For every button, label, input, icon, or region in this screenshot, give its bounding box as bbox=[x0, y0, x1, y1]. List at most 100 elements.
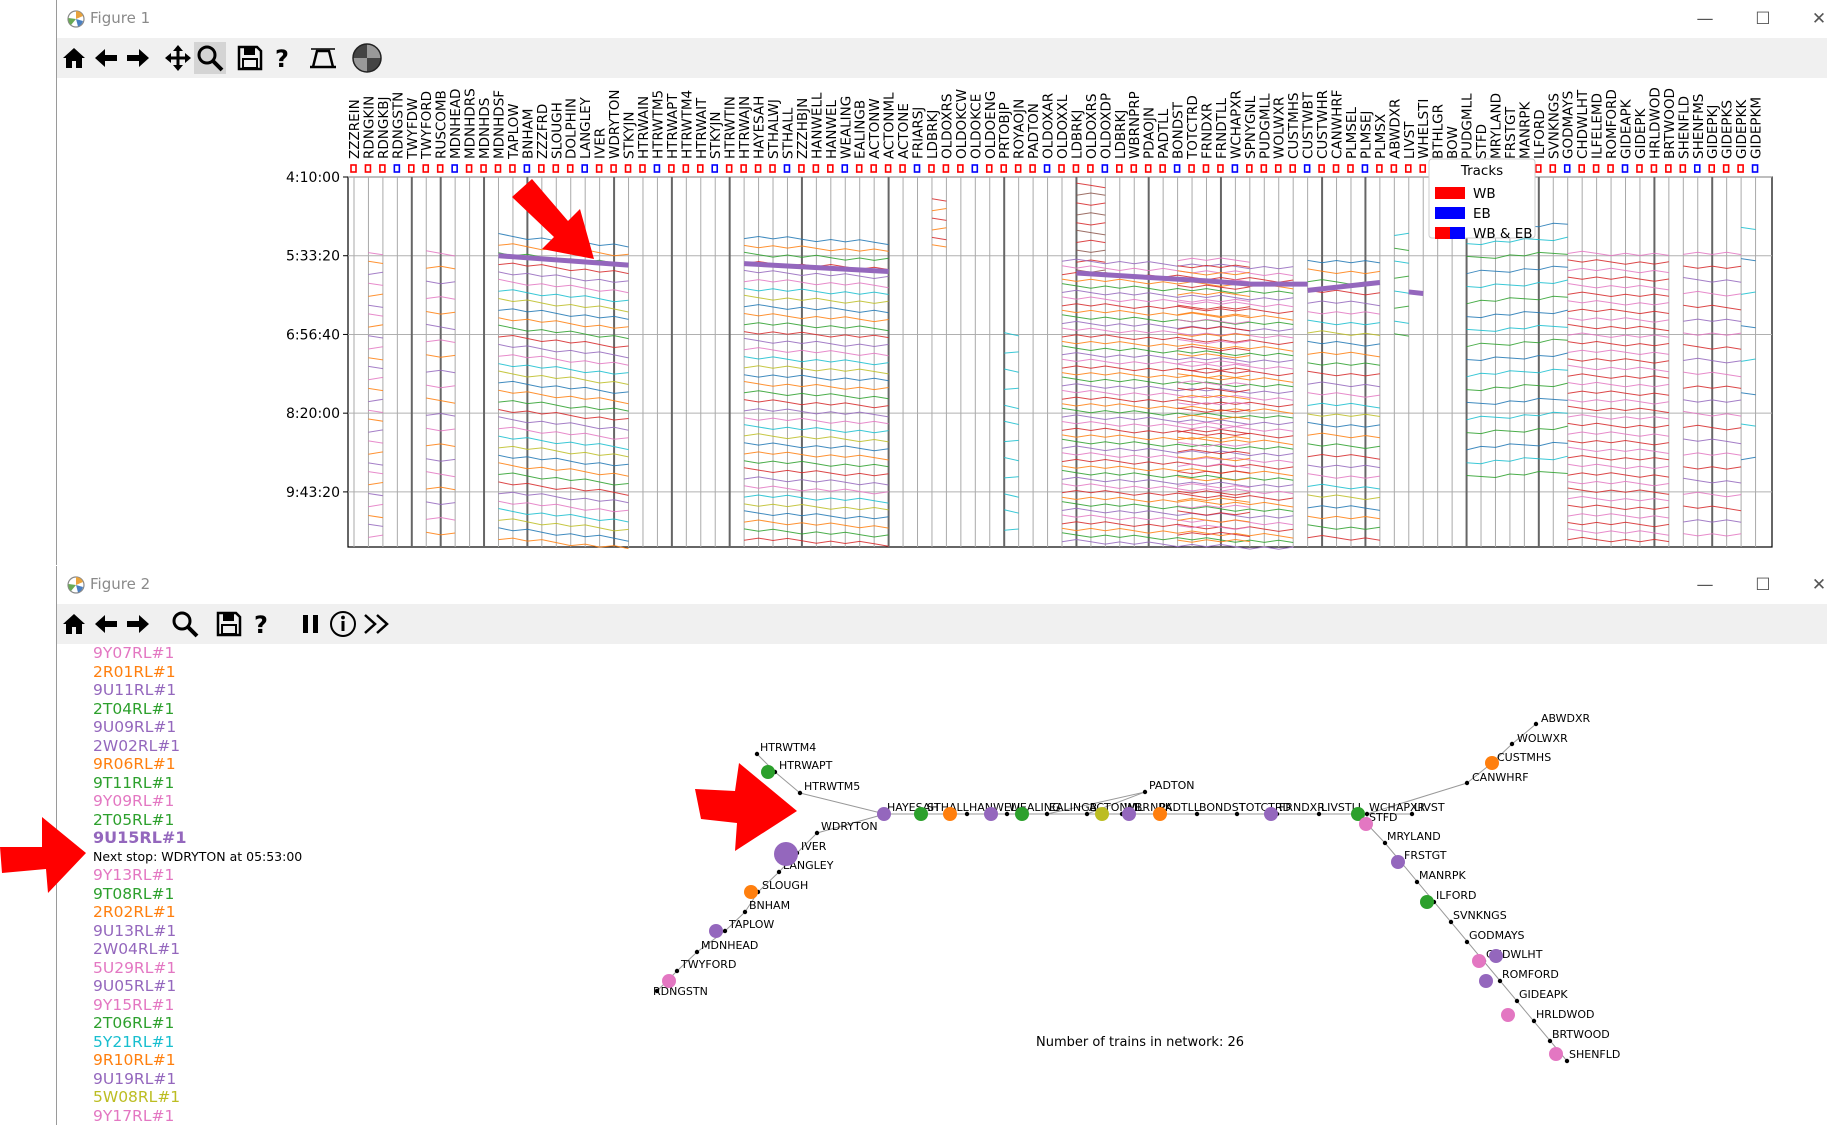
colormap-button[interactable] bbox=[351, 42, 383, 74]
train-list-item[interactable]: 2R02RL#1 bbox=[93, 903, 176, 921]
station-tick-label: OLDOXRS bbox=[1084, 93, 1100, 159]
train-marker[interactable] bbox=[1122, 807, 1136, 821]
fast-forward-button[interactable] bbox=[361, 608, 393, 640]
train-marker[interactable] bbox=[1015, 807, 1029, 821]
train-marker[interactable] bbox=[984, 807, 998, 821]
train-list-item[interactable]: 2T05RL#1 bbox=[93, 810, 175, 829]
home-button[interactable] bbox=[58, 42, 90, 74]
train-path bbox=[1177, 401, 1250, 406]
train-list-item[interactable]: 9R06RL#1 bbox=[93, 755, 176, 773]
back-button[interactable] bbox=[90, 42, 122, 74]
train-list-item[interactable]: 9U13RL#1 bbox=[93, 921, 177, 940]
train-list-item[interactable]: 9R10RL#1 bbox=[93, 1051, 176, 1069]
train-marker[interactable] bbox=[744, 885, 758, 899]
maximize-button[interactable]: ☐ bbox=[1739, 4, 1787, 34]
train-marker[interactable] bbox=[1420, 895, 1434, 909]
train-marker[interactable] bbox=[1479, 974, 1493, 988]
train-list-item[interactable]: 9U11RL#1 bbox=[93, 681, 177, 699]
train-list-item[interactable]: 9Y17RL#1 bbox=[93, 1106, 175, 1125]
train-list-item[interactable]: 9U09RL#1 bbox=[93, 718, 177, 736]
train-marker[interactable] bbox=[1264, 807, 1278, 821]
minimize-button[interactable]: — bbox=[1681, 4, 1729, 34]
train-list-item[interactable]: 9T08RL#1 bbox=[93, 884, 175, 903]
train-list-item[interactable]: 2W02RL#1 bbox=[93, 736, 181, 755]
train-path bbox=[426, 296, 456, 300]
network-map[interactable]: ABWDXR WOLWXR CUSTMHS CANWHRF HTRWTM4 HTRWAPT… bbox=[57, 644, 1827, 1125]
save-button[interactable] bbox=[213, 608, 245, 640]
train-marker[interactable] bbox=[1501, 1008, 1515, 1022]
train-list-item[interactable]: 5U29RL#1 bbox=[93, 958, 177, 977]
train-list-item[interactable]: 2W04RL#1 bbox=[93, 940, 181, 958]
train-marker[interactable] bbox=[1095, 807, 1109, 821]
train-marker[interactable] bbox=[1485, 756, 1499, 770]
zoom-button[interactable] bbox=[169, 608, 201, 640]
train-marker[interactable] bbox=[1391, 855, 1405, 869]
info-button[interactable] bbox=[327, 608, 359, 640]
forward-button[interactable] bbox=[122, 608, 154, 640]
train-path bbox=[1741, 358, 1756, 362]
train-path bbox=[1061, 396, 1294, 408]
train-marker[interactable] bbox=[709, 924, 723, 938]
train-path bbox=[1307, 432, 1380, 439]
station-tick-label: MDNHEAD bbox=[448, 89, 464, 159]
back-button[interactable] bbox=[90, 608, 122, 640]
train-marker[interactable] bbox=[662, 974, 676, 988]
save-button[interactable] bbox=[234, 42, 266, 74]
minimize-button[interactable]: — bbox=[1681, 570, 1729, 600]
zoom-button[interactable] bbox=[194, 42, 226, 74]
station-dot bbox=[1464, 780, 1470, 786]
train-path bbox=[498, 537, 629, 550]
train-list-item[interactable]: 9U19RL#1 bbox=[93, 1069, 177, 1088]
train-marker[interactable] bbox=[1549, 1047, 1563, 1061]
train-marker[interactable] bbox=[1359, 817, 1373, 831]
station-tick-label: WBRNPRP bbox=[1127, 91, 1143, 159]
home-button[interactable] bbox=[58, 608, 90, 640]
station-tick-label: GIDEAPK bbox=[1619, 98, 1635, 159]
train-path bbox=[1741, 258, 1756, 262]
train-path bbox=[1177, 367, 1250, 372]
train-marker[interactable] bbox=[1472, 954, 1486, 968]
station-dot bbox=[1509, 741, 1515, 747]
maximize-button[interactable]: ☐ bbox=[1739, 570, 1787, 600]
train-path bbox=[1076, 212, 1106, 216]
train-list-item[interactable]: 2R01RL#1 bbox=[93, 662, 176, 681]
train-marker[interactable] bbox=[914, 807, 928, 821]
help-button[interactable]: ? bbox=[266, 42, 298, 74]
train-path bbox=[931, 217, 947, 221]
figure1-titlebar[interactable]: Figure 1 — ☐ ✕ bbox=[57, 0, 1827, 38]
train-list-item[interactable]: 9Y13RL#1 bbox=[93, 866, 175, 884]
train-path bbox=[1177, 257, 1250, 263]
train-list-item[interactable]: 9Y15RL#1 bbox=[93, 995, 175, 1014]
timetable-chart[interactable]: ZZZREINRDNGKINRDNGKBJRDNGSTNTWYFDWTWYFOR… bbox=[57, 78, 1827, 565]
train-path bbox=[1683, 277, 1742, 283]
train-marker[interactable] bbox=[943, 807, 957, 821]
train-list-item[interactable]: 2T04RL#1 bbox=[93, 699, 175, 718]
subplots-button[interactable] bbox=[307, 42, 339, 74]
close-button[interactable]: ✕ bbox=[1795, 4, 1827, 34]
station-tick-label: HTRWAIN bbox=[636, 96, 652, 159]
help-button[interactable]: ? bbox=[245, 608, 277, 640]
forward-button[interactable] bbox=[122, 42, 154, 74]
train-list-item[interactable]: 5Y21RL#1 bbox=[93, 1032, 175, 1051]
legend-swatch-both bbox=[1435, 227, 1450, 239]
train-marker[interactable] bbox=[1351, 807, 1365, 821]
train-list-item[interactable]: 9Y09RL#1 bbox=[93, 792, 175, 810]
train-marker[interactable] bbox=[1153, 807, 1167, 821]
train-list-item[interactable]: 9U05RL#1 bbox=[93, 977, 177, 995]
station-tick-label: EALINGB bbox=[853, 100, 869, 159]
train-list-item[interactable]: 9U15RL#1 bbox=[93, 828, 187, 847]
train-path bbox=[744, 347, 889, 357]
train-marker[interactable] bbox=[1489, 949, 1503, 963]
train-marker[interactable] bbox=[774, 842, 798, 866]
train-list-item[interactable]: 9Y07RL#1 bbox=[93, 644, 175, 662]
train-marker[interactable] bbox=[761, 765, 775, 779]
figure2-titlebar[interactable]: Figure 2 — ☐ ✕ bbox=[57, 566, 1827, 604]
pause-button[interactable] bbox=[295, 608, 327, 640]
train-list-item[interactable]: 5W08RL#1 bbox=[93, 1088, 181, 1106]
track-edge bbox=[1511, 723, 1537, 745]
train-marker[interactable] bbox=[877, 807, 891, 821]
pan-button[interactable] bbox=[162, 42, 194, 74]
close-button[interactable]: ✕ bbox=[1795, 570, 1827, 600]
train-list-item[interactable]: 9T11RL#1 bbox=[93, 773, 175, 792]
train-list-item[interactable]: 2T06RL#1 bbox=[93, 1014, 175, 1032]
